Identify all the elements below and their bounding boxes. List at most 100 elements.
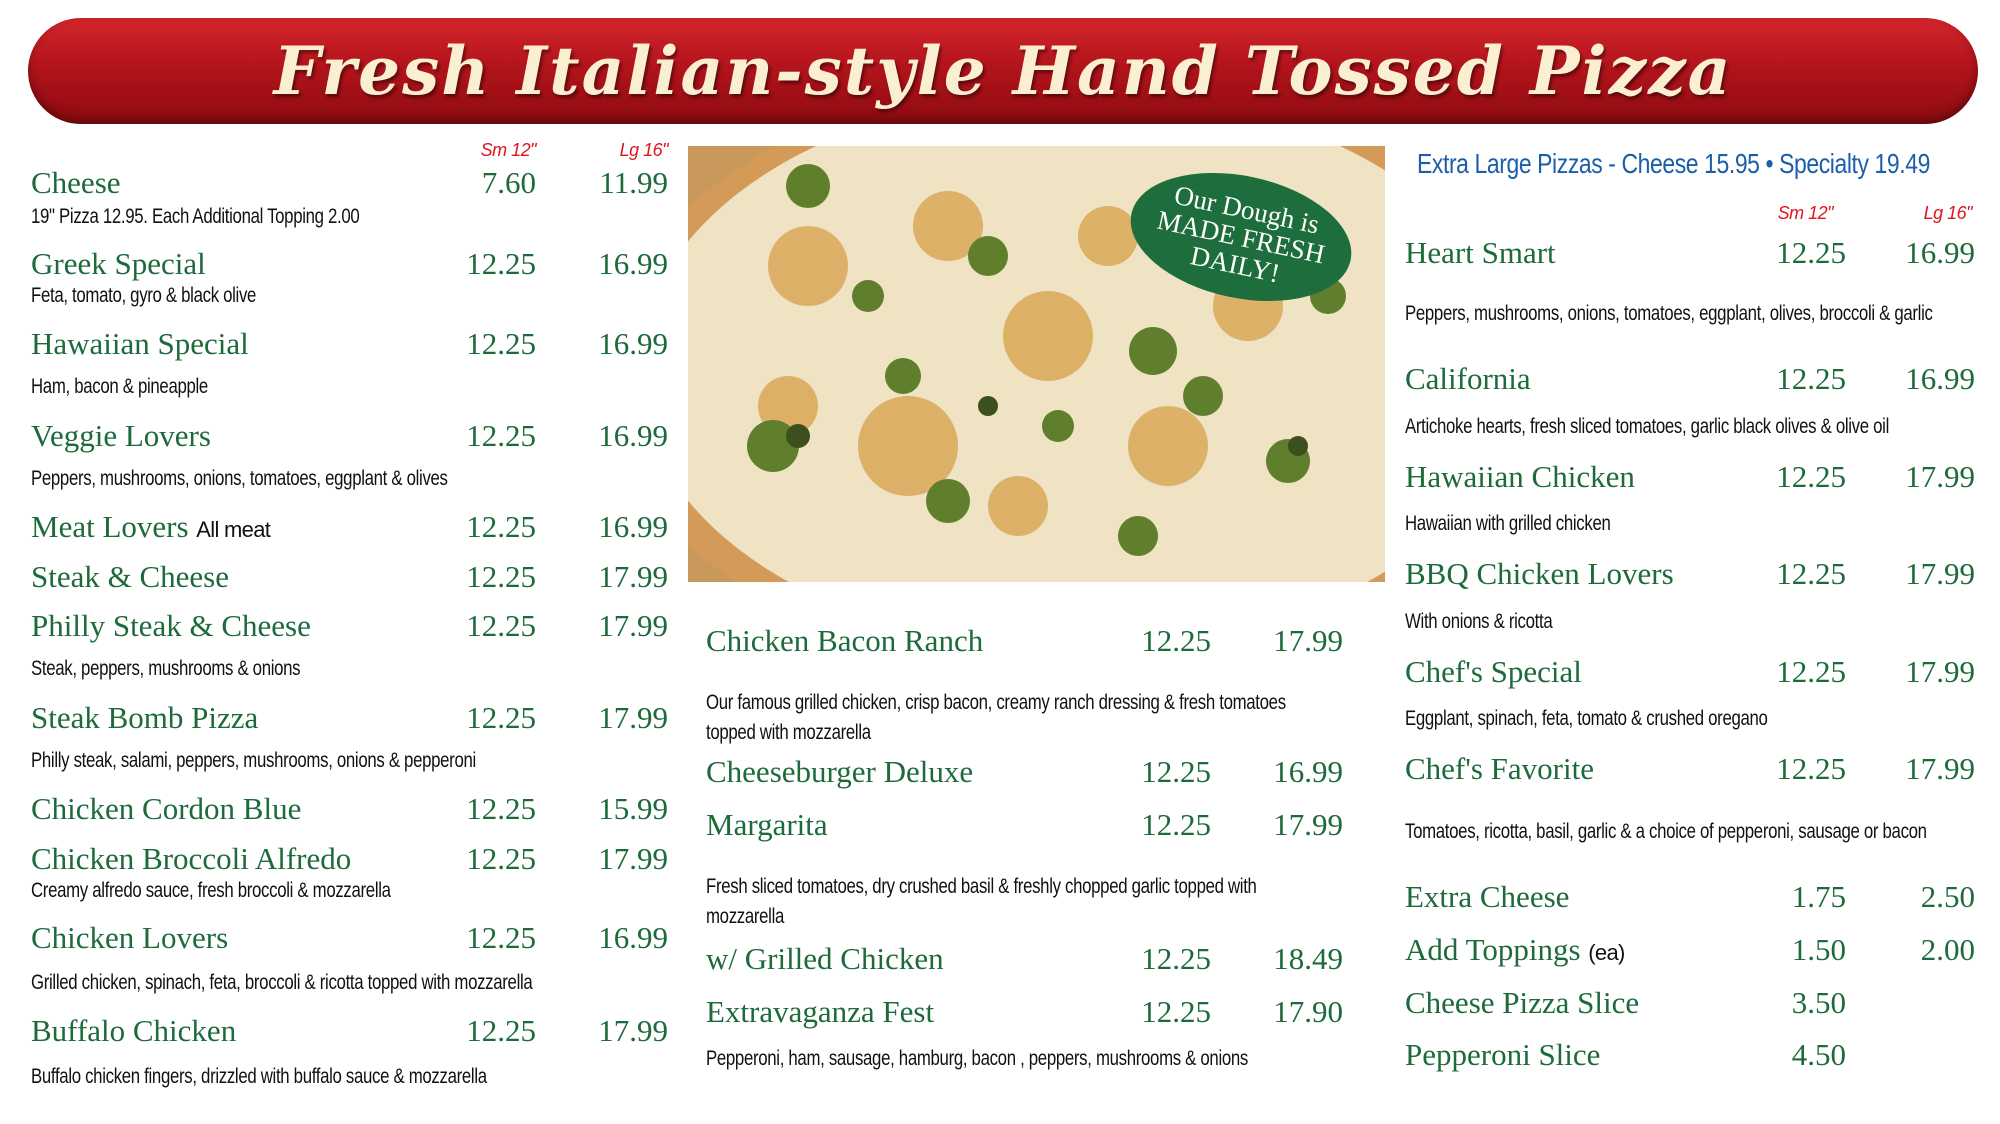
large-price: 17.99: [1905, 654, 1975, 689]
menu-item-description: Hawaiian with grilled chicken: [1405, 512, 1611, 535]
small-price: 12.25: [1141, 807, 1211, 842]
page-title: Fresh Italian-style Hand Tossed Pizza: [273, 32, 1733, 110]
menu-item-name: Chef's Special: [1405, 654, 1582, 689]
small-price: 1.50: [1791, 932, 1846, 967]
menu-item-description: Artichoke hearts, fresh sliced tomatoes,…: [1405, 415, 1889, 438]
menu-item-name: Margarita: [706, 807, 828, 842]
large-price: 17.99: [1905, 751, 1975, 786]
menu-item-description: Peppers, mushrooms, onions, tomatoes, eg…: [31, 467, 448, 490]
menu-item-name: Veggie Lovers: [31, 418, 211, 453]
small-price: 12.25: [1141, 994, 1211, 1029]
large-price: 11.99: [599, 165, 668, 200]
large-price: 17.99: [598, 559, 668, 594]
menu-item-description: Tomatoes, ricotta, basil, garlic & a cho…: [1405, 820, 1927, 843]
menu-item-description: Fresh sliced tomatoes, dry crushed basil…: [706, 875, 1257, 928]
menu-item-name: Cheese: [31, 165, 121, 200]
menu-item-description: Steak, peppers, mushrooms & onions: [31, 657, 301, 680]
menu-item-description: Philly steak, salami, peppers, mushrooms…: [31, 749, 476, 772]
small-price: 12.25: [466, 509, 536, 544]
small-price: 12.25: [1776, 751, 1846, 786]
large-price: 2.00: [1920, 932, 1975, 967]
header-banner: Fresh Italian-style Hand Tossed Pizza: [28, 18, 1978, 124]
small-price: 12.25: [466, 608, 536, 643]
menu-item-name: Philly Steak & Cheese: [31, 608, 311, 643]
menu-item-name: Chicken Broccoli Alfredo: [31, 841, 352, 876]
item-note: All meat: [196, 517, 271, 542]
menu-item-name: Steak Bomb Pizza: [31, 700, 259, 735]
large-price: 2.50: [1920, 879, 1975, 914]
menu-item-name: Steak & Cheese: [31, 559, 230, 594]
large-price: 17.99: [1273, 623, 1343, 658]
menu-item-name: Chicken Lovers: [31, 920, 229, 955]
menu-item-description: Ham, bacon & pineapple: [31, 375, 208, 398]
small-price: 12.25: [1776, 556, 1846, 591]
small-price: 12.25: [466, 791, 536, 826]
small-price: 12.25: [466, 246, 536, 281]
menu-item-name: Chicken Bacon Ranch: [706, 623, 984, 658]
large-price: 16.99: [1273, 754, 1343, 789]
menu-item-name: Greek Special: [31, 246, 206, 281]
small-price: 4.50: [1791, 1037, 1846, 1072]
menu-item-name: Cheeseburger Deluxe: [706, 754, 974, 789]
large-size-header: Lg 16": [619, 140, 669, 160]
item-note: (ea): [1588, 940, 1625, 965]
menu-item-description: Eggplant, spinach, feta, tomato & crushe…: [1405, 707, 1768, 730]
large-price: 16.99: [598, 246, 668, 281]
large-price: 17.99: [598, 841, 668, 876]
small-size-header: Sm 12": [480, 140, 537, 160]
large-price: 17.90: [1273, 994, 1343, 1029]
large-price: 16.99: [598, 920, 668, 955]
large-price: 16.99: [598, 326, 668, 361]
item-name-text: Meat Lovers: [31, 509, 189, 544]
large-price: 16.99: [1905, 235, 1975, 270]
right-small-size-header: Sm 12": [1777, 203, 1834, 223]
large-price: 17.99: [1905, 556, 1975, 591]
small-price: 12.25: [466, 700, 536, 735]
small-price: 12.25: [466, 841, 536, 876]
large-price: 16.99: [598, 418, 668, 453]
menu-item-name: Buffalo Chicken: [31, 1013, 237, 1048]
small-price: 12.25: [466, 326, 536, 361]
small-price: 12.25: [1141, 754, 1211, 789]
large-price: 18.49: [1273, 941, 1343, 976]
menu-item-name: Pepperoni Slice: [1405, 1037, 1601, 1072]
menu-item-name: Hawaiian Special: [31, 326, 249, 361]
small-price: 1.75: [1791, 879, 1846, 914]
menu-item-description: 19" Pizza 12.95. Each Additional Topping…: [31, 205, 360, 228]
menu-item-name: BBQ Chicken Lovers: [1405, 556, 1674, 591]
menu-item-name: Cheese Pizza Slice: [1405, 985, 1640, 1020]
right-large-size-header: Lg 16": [1923, 203, 1973, 223]
small-price: 12.25: [466, 559, 536, 594]
menu-item-name: Meat Lovers All meat: [31, 507, 271, 547]
menu-item-description: Peppers, mushrooms, onions, tomatoes, eg…: [1405, 302, 1933, 325]
menu-item-name: Add Toppings (ea): [1405, 930, 1625, 970]
menu-item-name: Heart Smart: [1405, 235, 1556, 270]
large-price: 17.99: [598, 608, 668, 643]
menu-item-description: Grilled chicken, spinach, feta, broccoli…: [31, 971, 533, 994]
small-price: 12.25: [466, 418, 536, 453]
small-price: 12.25: [1776, 235, 1846, 270]
extra-large-pricing: Extra Large Pizzas - Cheese 15.95 • Spec…: [1417, 148, 1930, 179]
menu-item-name: Extravaganza Fest: [706, 994, 935, 1029]
large-price: 17.99: [598, 1013, 668, 1048]
small-price: 12.25: [1141, 623, 1211, 658]
large-price: 16.99: [598, 509, 668, 544]
menu-item-name: California: [1405, 361, 1531, 396]
small-price: 12.25: [466, 920, 536, 955]
large-price: 17.99: [598, 700, 668, 735]
small-price: 12.25: [1776, 654, 1846, 689]
menu-item-name: w/ Grilled Chicken: [706, 941, 944, 976]
menu-item-name: Extra Cheese: [1405, 879, 1570, 914]
large-price: 15.99: [598, 791, 668, 826]
menu-item-description: Buffalo chicken fingers, drizzled with b…: [31, 1065, 487, 1088]
menu-item-description: Feta, tomato, gyro & black olive: [31, 284, 257, 307]
small-price: 12.25: [1141, 941, 1211, 976]
item-name-text: Add Toppings: [1405, 932, 1581, 967]
small-price: 12.25: [466, 1013, 536, 1048]
menu-item-description: With onions & ricotta: [1405, 610, 1553, 633]
menu-item-description: Our famous grilled chicken, crisp bacon,…: [706, 691, 1286, 744]
menu-item-name: Chef's Favorite: [1405, 751, 1594, 786]
large-price: 17.99: [1905, 459, 1975, 494]
menu-item-name: Hawaiian Chicken: [1405, 459, 1635, 494]
large-price: 17.99: [1273, 807, 1343, 842]
